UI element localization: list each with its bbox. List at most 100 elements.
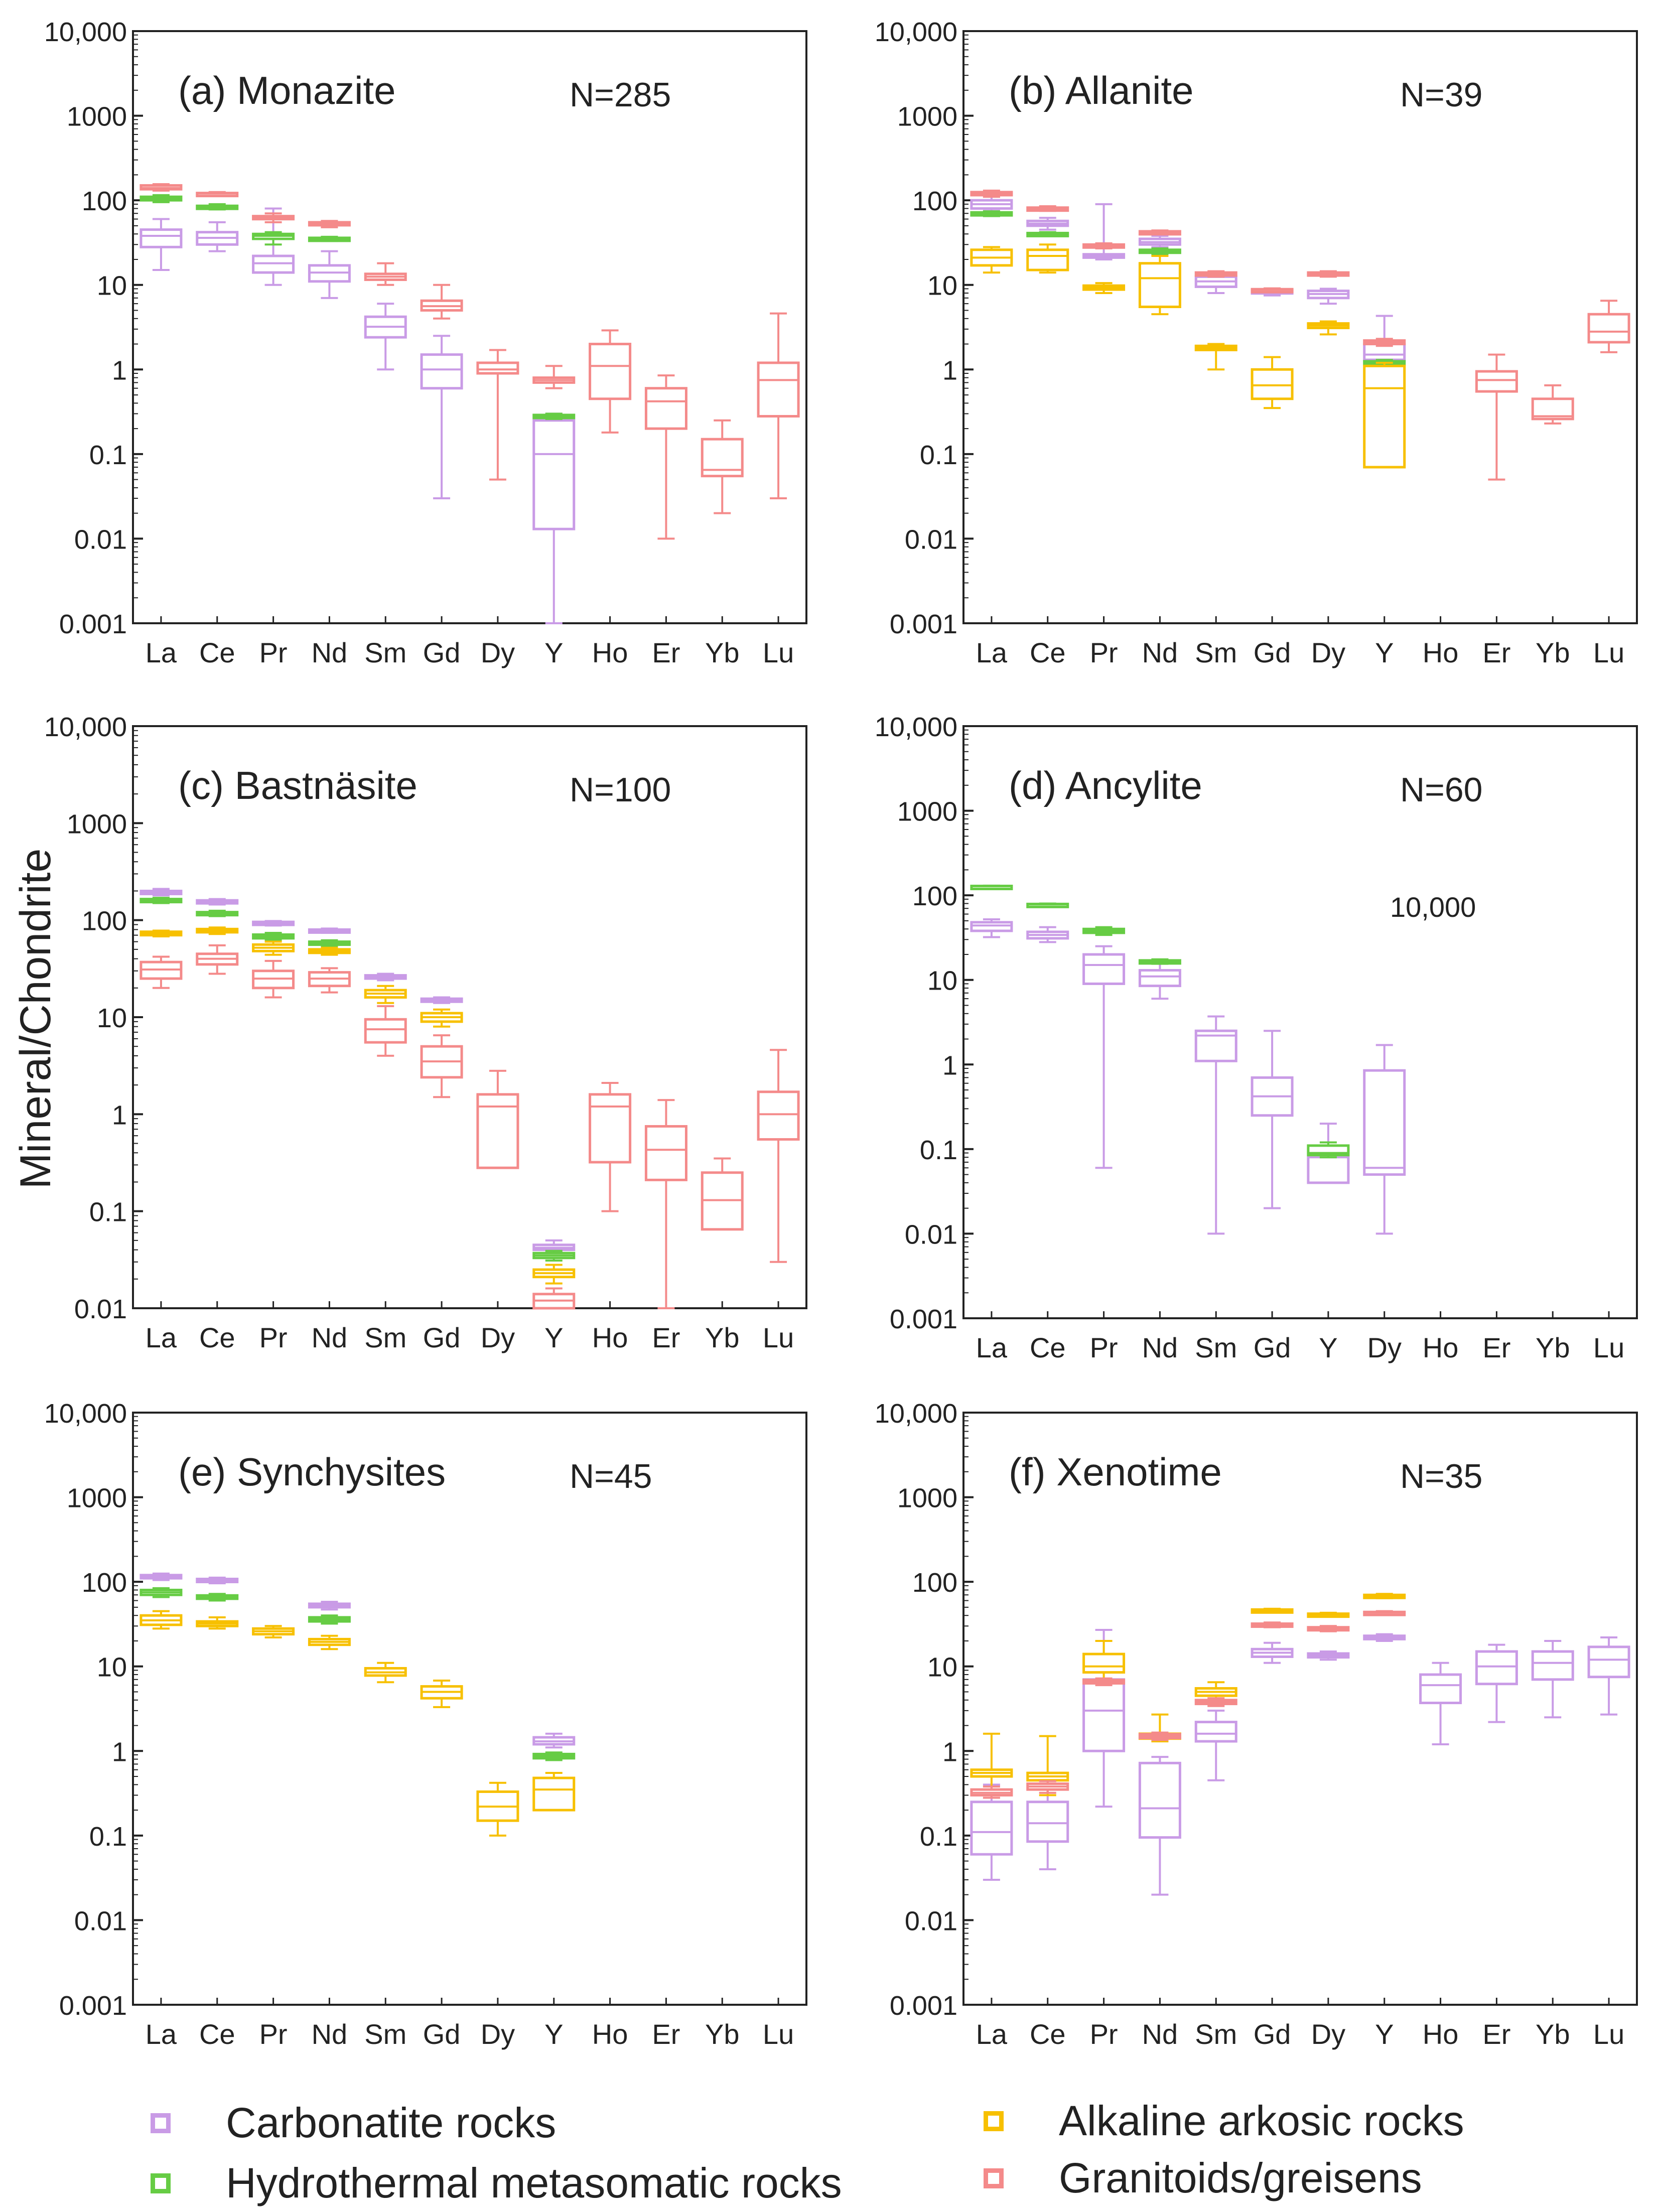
box-alkaline-Dy [1307, 1611, 1350, 1618]
box-carbonatite-Yb [1531, 1639, 1574, 1719]
y-tick-label: 100 [82, 1568, 127, 1598]
box-alkaline-Y [532, 1264, 576, 1285]
box-granitoid-Er [1475, 353, 1518, 481]
box-granitoid-Nd [1138, 1731, 1181, 1741]
box-granitoid-Sm [1194, 270, 1237, 278]
legend-swatch-hydrothermal [151, 2173, 171, 2193]
plot-frame [962, 1412, 1638, 2006]
legend-item-alkaline: Alkaline arkosic rocks [984, 2097, 1464, 2145]
panel-n-label: N=60 [1400, 771, 1482, 809]
box-carbonatite-Pr [252, 920, 295, 927]
x-tick-label: Sm [1195, 637, 1237, 668]
box-hydrothermal-La [140, 1587, 183, 1598]
x-tick-label: La [146, 637, 177, 668]
box-carbonatite-Sm [1194, 1709, 1237, 1781]
box-carbonatite-Sm [364, 973, 407, 982]
legend-item-granitoid: Granitoids/greisens [984, 2154, 1422, 2202]
box-granitoid-Gd [420, 284, 463, 320]
box-carbonatite-Lu [1587, 1636, 1630, 1716]
x-tick-label: Ce [199, 2018, 235, 2050]
box-carbonatite-Sm [364, 303, 407, 371]
box-alkaline-Sm [364, 985, 407, 1004]
box-granitoid-Er [644, 1099, 687, 1309]
box-granitoid-Sm [364, 1005, 407, 1057]
y-tick-label: 1000 [67, 1483, 127, 1513]
panel-title: (e) Synchysites [178, 1450, 446, 1494]
y-tick-label: 100 [912, 881, 957, 911]
y-tick-label: 100 [82, 186, 127, 216]
x-tick-label: Dy [1311, 637, 1345, 668]
box-hydrothermal-Y [532, 1751, 576, 1761]
y-tick-label: 10 [927, 271, 957, 301]
y-tick-label: 1 [942, 1050, 957, 1080]
x-tick-label: Yb [705, 1322, 740, 1353]
box-granitoid-Sm [364, 262, 407, 286]
box-alkaline-Ce [1026, 243, 1069, 274]
panel-3: 0.001 0.01 0.1 1 10 100 1000 10,000 La Ce Pr Nd Sm Gd… [875, 712, 1638, 1363]
box-alkaline-La [970, 246, 1013, 274]
x-tick-label: Pr [1090, 2018, 1118, 2050]
box-carbonatite-Dy [1307, 1650, 1350, 1661]
box-alkaline-Y [1363, 361, 1406, 469]
x-tick-label: Gd [423, 2018, 461, 2050]
x-tick-label: La [976, 2018, 1008, 2050]
box-hydrothermal-Pr [1082, 926, 1126, 936]
panel-n-label: N=35 [1400, 1457, 1482, 1495]
box-carbonatite-Nd [308, 250, 351, 299]
box-granitoid-Lu [757, 312, 800, 499]
box-granitoid-Y [532, 1287, 576, 1310]
y-tick-label: 1 [942, 355, 957, 385]
y-tick-label: 0.1 [89, 440, 127, 470]
box-iqr [1138, 262, 1181, 308]
panel-title: (d) Ancylite [1009, 763, 1202, 807]
x-tick-label: Ho [1423, 637, 1459, 668]
y-tick-label: 10,000 [875, 1399, 957, 1429]
x-tick-label: Pr [259, 1322, 288, 1353]
y-tick-label: 0.01 [74, 1294, 127, 1324]
box-granitoid-Ce [196, 944, 239, 975]
box-iqr [1251, 368, 1294, 400]
x-tick-label: Dy [1367, 1332, 1402, 1363]
box-granitoid-Y [532, 365, 576, 389]
box-granitoid-Gd [420, 1034, 463, 1098]
panel-n-label: N=45 [570, 1457, 652, 1495]
x-tick-label: Dy [481, 637, 515, 668]
box-hydrothermal-Ce [196, 203, 239, 211]
x-tick-label: Nd [312, 637, 348, 668]
box-hydrothermal-Ce [1026, 231, 1069, 237]
box-iqr [1026, 248, 1069, 271]
box-hydrothermal-Nd [308, 939, 351, 947]
legend-swatch-carbonatite [151, 2113, 171, 2133]
x-tick-label: Gd [1254, 1332, 1291, 1363]
box-iqr [364, 1018, 407, 1044]
y-tick-label: 0.1 [89, 1197, 127, 1227]
box-granitoid-Lu [1587, 300, 1630, 353]
plot-frame [132, 1412, 807, 2006]
box-carbonatite-Ce [1026, 217, 1069, 231]
x-tick-label: Sm [1195, 2018, 1237, 2050]
x-tick-label: La [976, 1332, 1008, 1363]
legend-label-alkaline: Alkaline arkosic rocks [1059, 2097, 1464, 2144]
box-iqr [1587, 313, 1630, 344]
box-alkaline-La [140, 929, 183, 938]
x-tick-label: Yb [1536, 1332, 1570, 1363]
box-hydrothermal-Nd [1138, 247, 1181, 255]
x-tick-label: Pr [1090, 1332, 1118, 1363]
box-hydrothermal-Pr [252, 231, 295, 246]
y-tick-label: 1 [112, 1100, 127, 1130]
box-alkaline-Gd [420, 1679, 463, 1708]
x-tick-label: Yb [705, 637, 740, 668]
x-tick-label: Lu [1593, 1332, 1624, 1363]
panel-5: 0.001 0.01 0.1 1 10 100 1000 10,000 La Ce Pr Nd Sm Gd… [875, 1399, 1638, 2050]
box-iqr [1138, 1761, 1181, 1839]
box-alkaline-Y [532, 1772, 576, 1812]
x-tick-label: Y [544, 637, 563, 668]
box-iqr [1419, 1673, 1462, 1705]
box-granitoid-Er [644, 374, 687, 540]
box-carbonatite-La [140, 218, 183, 271]
x-tick-label: Lu [763, 2018, 794, 2050]
y-tick-label: 0.1 [920, 440, 957, 470]
box-iqr [420, 353, 463, 390]
x-tick-label: Dy [481, 1322, 515, 1353]
y-tick-label: 1 [942, 1737, 957, 1767]
